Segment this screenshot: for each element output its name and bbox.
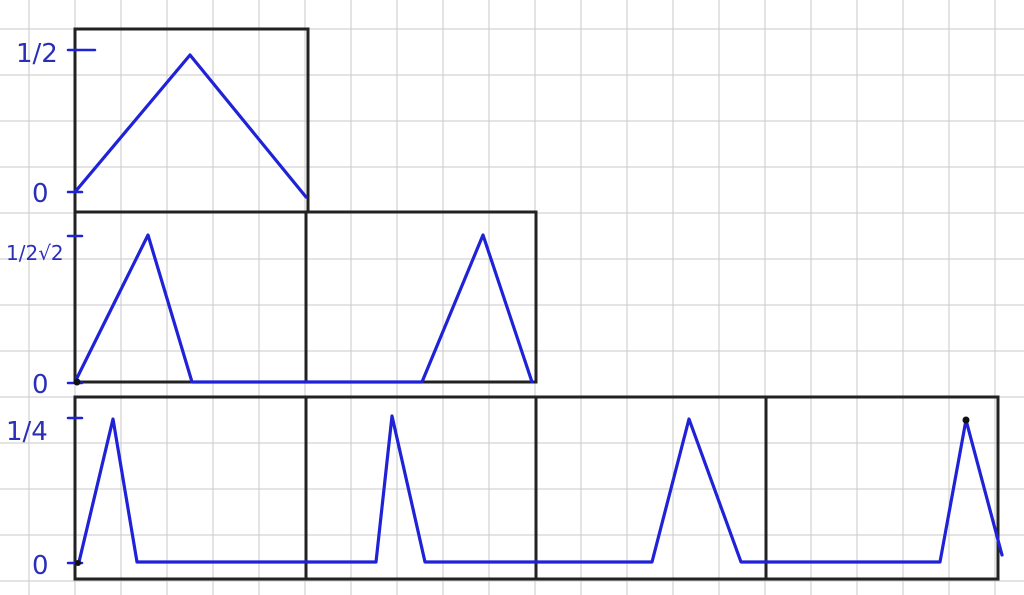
frame-row3-d: [764, 395, 1000, 581]
axis-labels: 1/2 0 1/2√2 0 1/4 0: [6, 39, 64, 581]
label-row3-bottom: 0: [32, 551, 49, 581]
label-row2-bottom: 0: [32, 370, 49, 400]
frame-row3-c: [534, 395, 768, 581]
point-dot-row2-origin: [73, 378, 81, 386]
waveform-row1: [73, 53, 308, 199]
frame-row2-b: [304, 210, 538, 384]
waveform-row3: [77, 414, 1004, 564]
frame-row3-b: [304, 395, 538, 581]
label-row1-top: 1/2: [16, 39, 58, 69]
waveform-row2: [73, 233, 534, 384]
frame-row2-a: [73, 210, 308, 384]
label-row3-top: 1/4: [6, 417, 48, 447]
label-row1-bottom: 0: [32, 179, 49, 209]
frame-row3-a: [73, 395, 308, 581]
label-row2-top: 1/2√2: [6, 241, 64, 265]
point-dot-row3-origin: [75, 560, 81, 566]
waveforms: [73, 53, 1004, 564]
point-dot-row3-peak: [962, 416, 970, 424]
y-ticks: [66, 48, 97, 565]
